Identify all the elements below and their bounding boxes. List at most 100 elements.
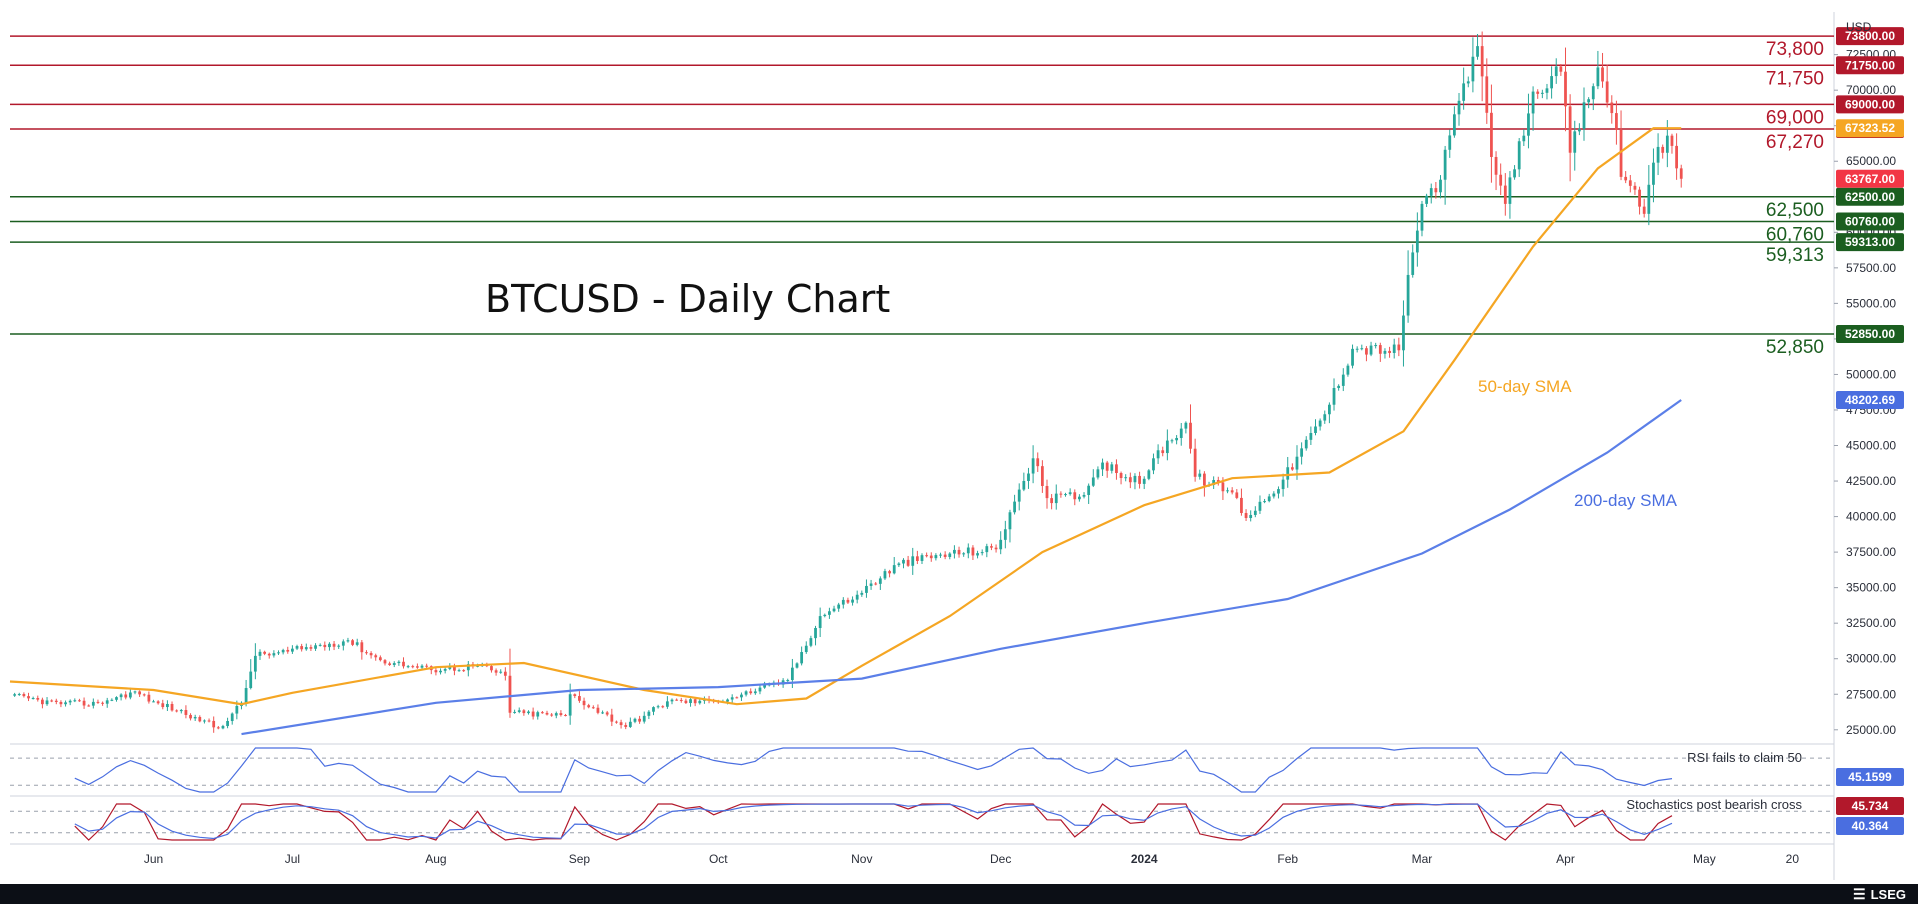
candle-down xyxy=(1642,206,1646,214)
candle-down xyxy=(1221,482,1225,492)
price-tags: 73800.0071750.0069000.0067270.0062500.00… xyxy=(1836,27,1904,835)
candle-up xyxy=(244,688,248,703)
candle-up xyxy=(304,647,308,650)
candle-up xyxy=(1402,315,1405,351)
brand-name: LSEG xyxy=(1870,886,1906,902)
candle-up xyxy=(953,549,956,554)
candle-up xyxy=(513,711,516,713)
level-label: 59,313 xyxy=(1766,245,1824,266)
candle-up xyxy=(392,663,396,665)
price-tick-label: 30000.00 xyxy=(1846,652,1896,666)
candle-down xyxy=(1568,106,1572,153)
candle-down xyxy=(1624,176,1628,181)
price-tick-label: 45000.00 xyxy=(1846,439,1896,453)
stoch-k-tag: 45.734 xyxy=(1852,799,1889,813)
candle-up xyxy=(1652,162,1655,185)
currency-label: USD xyxy=(1846,20,1872,34)
candle-down xyxy=(591,707,595,709)
candle-up xyxy=(295,646,299,649)
candle-up xyxy=(166,703,169,708)
candle-down xyxy=(1378,345,1382,354)
price-tag-bg xyxy=(1836,119,1904,138)
candle-up xyxy=(1508,177,1512,204)
candle-up xyxy=(1022,480,1026,490)
candle-up xyxy=(1452,114,1456,136)
candle-down xyxy=(378,657,382,661)
candle-down xyxy=(1559,66,1563,72)
candle-up xyxy=(869,583,873,586)
candle-down xyxy=(27,696,30,699)
candle-up xyxy=(420,665,424,668)
candle-up xyxy=(1013,501,1016,513)
candle-up xyxy=(1064,494,1067,496)
candle-up xyxy=(800,652,804,664)
candle-down xyxy=(402,661,405,667)
candle-up xyxy=(823,614,827,617)
moving-averages xyxy=(9,127,1682,736)
candle-up xyxy=(337,645,341,647)
candle-up xyxy=(457,670,461,672)
candle-up xyxy=(1328,404,1331,415)
stoch-d-tag: 40.364 xyxy=(1852,819,1889,833)
candle-down xyxy=(661,706,665,708)
candle-up xyxy=(1212,480,1216,485)
level-tag: 73800.00 xyxy=(1845,29,1895,43)
candle-up xyxy=(1277,489,1280,494)
candle-down xyxy=(1244,513,1248,519)
candle-up xyxy=(133,691,137,693)
candle-down xyxy=(184,710,188,715)
candle-up xyxy=(902,559,905,564)
candle-up xyxy=(226,721,229,727)
candle-up xyxy=(1550,76,1553,89)
candle-down xyxy=(1161,450,1165,454)
candle-down xyxy=(369,653,373,656)
candle-down xyxy=(693,699,697,704)
candle-down xyxy=(50,700,54,702)
level-label: 62,500 xyxy=(1766,200,1824,221)
candle-down xyxy=(615,721,618,723)
candle-up xyxy=(1439,179,1442,193)
candle-down xyxy=(360,642,364,653)
candle-down xyxy=(142,694,146,696)
candle-up xyxy=(1573,131,1577,153)
price-tick-label: 32500.00 xyxy=(1846,616,1896,630)
candle-up xyxy=(1443,149,1447,180)
candle-down xyxy=(309,647,313,649)
price-tick-label: 37500.00 xyxy=(1846,545,1896,559)
candle-up xyxy=(1175,437,1179,441)
candle-up xyxy=(1170,440,1174,442)
candle-up xyxy=(1323,414,1327,421)
price-tick-label: 27500.00 xyxy=(1846,687,1896,701)
candle-down xyxy=(175,710,179,712)
candle-up xyxy=(698,700,702,704)
time-tick-label: Dec xyxy=(990,852,1011,866)
candle-up xyxy=(1448,135,1452,150)
candle-up xyxy=(554,713,558,716)
candle-up xyxy=(203,720,206,722)
candle-down xyxy=(1235,492,1239,498)
candle-up xyxy=(221,726,225,729)
candle-down xyxy=(1499,174,1503,186)
candle-up xyxy=(406,666,410,668)
candle-down xyxy=(1040,466,1044,486)
candle-up xyxy=(948,553,952,557)
candle-down xyxy=(1494,156,1498,175)
price-tick-label: 25000.00 xyxy=(1846,723,1896,737)
price-tick-label: 57500.00 xyxy=(1846,261,1896,275)
support-resistance-lines: 73,800 71,750 69,000 67,270 62,500 60,76059,3… xyxy=(10,35,1834,358)
candle-down xyxy=(41,699,44,705)
candle-down xyxy=(96,701,100,703)
candle-down xyxy=(1119,473,1123,479)
candle-up xyxy=(1665,135,1669,153)
rsi-note: RSI fails to claim 50 xyxy=(1687,750,1802,765)
candle-down xyxy=(1189,422,1192,449)
candle-up xyxy=(1355,348,1359,350)
candle-up xyxy=(346,640,350,642)
candle-up xyxy=(355,642,359,645)
candle-down xyxy=(846,599,850,603)
candle-up xyxy=(809,638,813,646)
price-tick-label: 42500.00 xyxy=(1846,474,1896,488)
candle-up xyxy=(1656,146,1660,163)
candle-up xyxy=(1591,86,1595,100)
candle-down xyxy=(874,583,878,585)
